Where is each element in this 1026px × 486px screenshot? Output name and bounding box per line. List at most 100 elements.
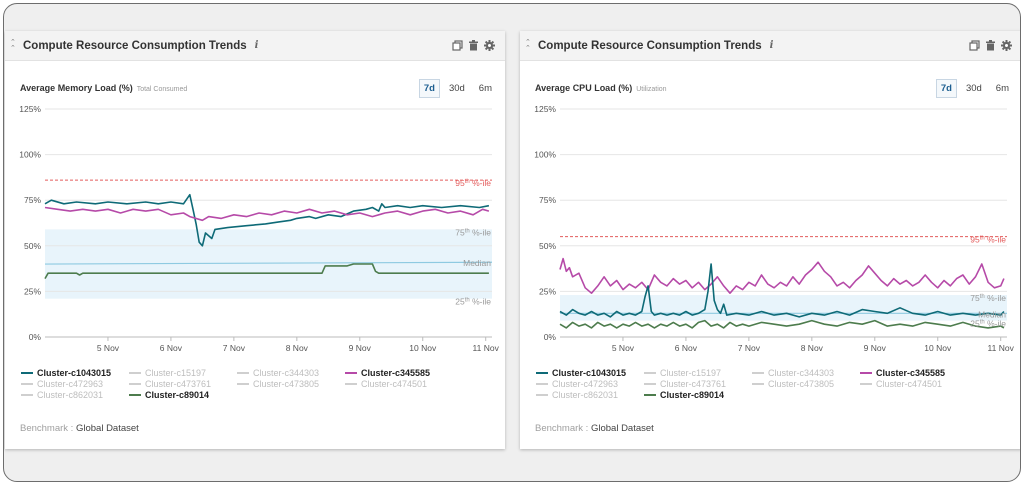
legend-item[interactable]: Cluster-c474501 xyxy=(345,378,453,389)
legend-swatch xyxy=(860,371,872,374)
y-tick-label: 100% xyxy=(534,150,556,160)
legend-swatch xyxy=(129,371,141,374)
legend-item[interactable]: Cluster-c473761 xyxy=(644,378,752,389)
y-tick-label: 125% xyxy=(534,104,556,114)
range-7d-button[interactable]: 7d xyxy=(935,79,957,98)
legend-swatch xyxy=(536,382,548,385)
legend-swatch xyxy=(345,382,357,385)
legend-item[interactable]: Cluster-c89014 xyxy=(644,389,752,400)
memory-line-chart: 0% 25% 50% 75% 100% 125% 5 Nov 6 Nov 7 Nov 8 Nov 9… xyxy=(19,104,499,353)
range-30d-button[interactable]: 30d xyxy=(448,83,465,94)
legend-label: Cluster-c345585 xyxy=(361,367,431,378)
legend-row: Cluster-c472963 Cluster-c473761 Cluster-c4… xyxy=(536,378,1016,389)
panel-header: ⌃ ⌃ Compute Resource Consumption Trends i xyxy=(5,31,505,61)
panel-title: Compute Resource Consumption Trends xyxy=(23,39,247,52)
memory-panel: ⌃ ⌃ Compute Resource Consumption Trends i… xyxy=(5,31,505,449)
legend-item[interactable]: Cluster-c472963 xyxy=(21,378,129,389)
collapse-icon[interactable]: ⌃ ⌃ xyxy=(525,38,531,52)
x-tick-label: 7 Nov xyxy=(223,343,246,353)
legend-label: Cluster-c474501 xyxy=(361,378,428,389)
legend-label: Cluster-c473761 xyxy=(145,378,212,389)
cpu-panel: ⌃ ⌃ Compute Resource Consumption Trends i… xyxy=(520,31,1020,449)
x-tick-label: 11 Nov xyxy=(988,343,1015,353)
benchmark-label: Benchmark : xyxy=(20,423,74,434)
legend-item[interactable]: Cluster-c15197 xyxy=(129,367,237,378)
benchmark-value: Global Dataset xyxy=(590,423,654,434)
legend: Cluster-c1043015 Cluster-c15197 Cluster-c3… xyxy=(536,367,1016,400)
legend-item[interactable]: Cluster-c473805 xyxy=(237,378,345,389)
legend-item[interactable]: Cluster-c345585 xyxy=(860,367,968,378)
legend-item[interactable]: Cluster-c1043015 xyxy=(21,367,129,378)
range-7d-button[interactable]: 7d xyxy=(418,79,440,98)
x-tick-label: 7 Nov xyxy=(738,343,761,353)
p95-label: 95th %-ile xyxy=(455,178,491,188)
legend-item[interactable]: Cluster-c345585 xyxy=(345,367,453,378)
y-tick-label: 25% xyxy=(539,286,556,296)
range-30d-button[interactable]: 30d xyxy=(965,83,982,94)
legend-label: Cluster-c474501 xyxy=(876,378,943,389)
info-icon[interactable]: i xyxy=(254,40,259,51)
legend-item[interactable]: Cluster-c473761 xyxy=(129,378,237,389)
y-tick-label: 75% xyxy=(24,195,41,205)
copy-icon[interactable] xyxy=(969,40,980,51)
median-line xyxy=(44,261,493,265)
legend-swatch xyxy=(345,371,357,374)
y-tick-label: 0% xyxy=(544,332,557,342)
legend-label: Cluster-c1043015 xyxy=(552,367,627,378)
panel-title: Compute Resource Consumption Trends xyxy=(538,39,762,52)
gear-icon[interactable] xyxy=(484,40,495,51)
legend-swatch xyxy=(536,393,548,396)
x-tick-label: 10 Nov xyxy=(924,343,952,353)
legend-swatch xyxy=(21,393,33,396)
benchmark: Benchmark : Global Dataset xyxy=(20,423,139,434)
legend-label: Cluster-c15197 xyxy=(145,367,207,378)
legend-item[interactable]: Cluster-c473805 xyxy=(752,378,860,389)
collapse-icon[interactable]: ⌃ ⌃ xyxy=(10,38,16,52)
legend-item[interactable]: Cluster-c344303 xyxy=(752,367,860,378)
range-selector: 7d 30d 6m xyxy=(418,79,497,98)
legend-label: Cluster-c344303 xyxy=(253,367,320,378)
benchmark-value: Global Dataset xyxy=(75,423,139,434)
gear-icon[interactable] xyxy=(1001,40,1012,51)
legend-label: Cluster-c472963 xyxy=(37,378,104,389)
legend-item[interactable]: Cluster-c15197 xyxy=(644,367,752,378)
legend-label: Cluster-c345585 xyxy=(876,367,946,378)
metric-unit: Utilization xyxy=(636,86,667,93)
trash-icon[interactable] xyxy=(468,40,479,51)
legend-item[interactable]: Cluster-c862031 xyxy=(21,389,129,400)
legend-swatch xyxy=(237,371,249,374)
legend-swatch xyxy=(21,382,33,385)
legend-item[interactable]: Cluster-c1043015 xyxy=(536,367,644,378)
p25-label: 25th %-ile xyxy=(970,319,1006,329)
legend-swatch xyxy=(644,382,656,385)
metric-label: Average CPU Load (%) Utilization xyxy=(535,83,667,93)
legend-label: Cluster-c89014 xyxy=(660,389,725,400)
legend-label: Cluster-c473805 xyxy=(253,378,320,389)
x-tick-label: 6 Nov xyxy=(675,343,698,353)
legend-label: Cluster-c1043015 xyxy=(37,367,112,378)
y-tick-label: 0% xyxy=(29,332,42,342)
series-line xyxy=(559,257,1005,294)
legend-swatch xyxy=(752,382,764,385)
legend-swatch xyxy=(644,371,656,374)
trash-icon[interactable] xyxy=(985,40,996,51)
legend-label: Cluster-c15197 xyxy=(660,367,722,378)
legend-label: Cluster-c344303 xyxy=(768,367,835,378)
interquartile-band xyxy=(560,295,1007,321)
info-icon[interactable]: i xyxy=(769,40,774,51)
legend: Cluster-c1043015 Cluster-c15197 Cluster-c3… xyxy=(21,367,501,400)
range-6m-button[interactable]: 6m xyxy=(995,83,1009,94)
legend-item[interactable]: Cluster-c862031 xyxy=(536,389,644,400)
copy-icon[interactable] xyxy=(452,40,463,51)
range-6m-button[interactable]: 6m xyxy=(478,83,492,94)
legend-item[interactable]: Cluster-c344303 xyxy=(237,367,345,378)
legend-label: Cluster-c862031 xyxy=(552,389,619,400)
series-line xyxy=(559,263,1005,318)
legend-item[interactable]: Cluster-c472963 xyxy=(536,378,644,389)
legend-label: Cluster-c473761 xyxy=(660,378,727,389)
y-tick-label: 125% xyxy=(19,104,41,114)
legend-item[interactable]: Cluster-c89014 xyxy=(129,389,237,400)
legend-label: Cluster-c473805 xyxy=(768,378,835,389)
legend-item[interactable]: Cluster-c474501 xyxy=(860,378,968,389)
x-tick-label: 9 Nov xyxy=(349,343,372,353)
